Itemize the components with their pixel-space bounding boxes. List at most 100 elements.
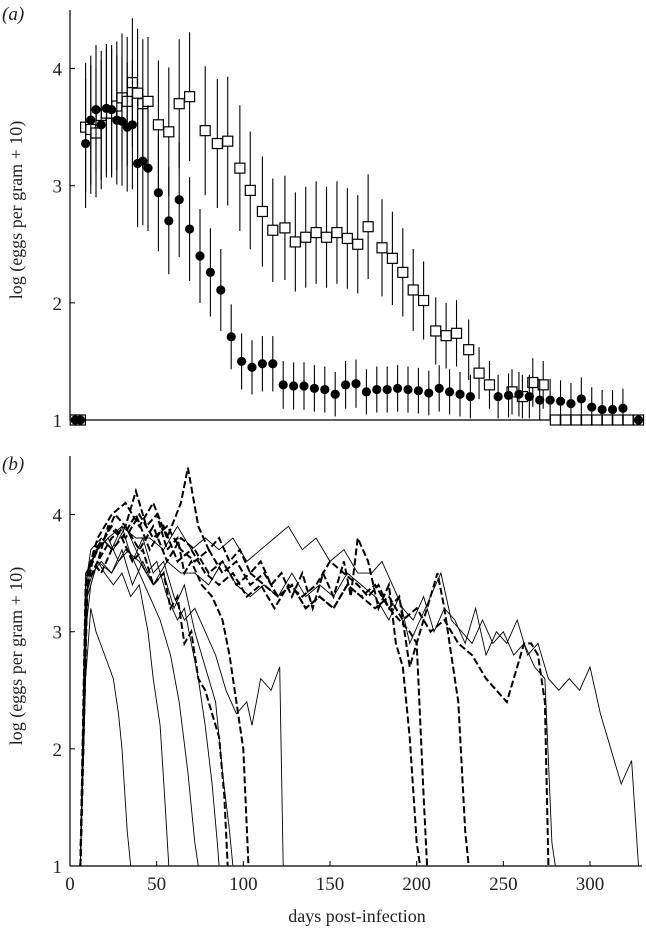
- series-open-squares: [69, 18, 645, 426]
- data-point-circle: [465, 391, 475, 402]
- data-point-square: [580, 414, 593, 426]
- data-point-circle: [127, 120, 137, 130]
- data-point-square: [570, 414, 582, 426]
- data-point-circle: [330, 389, 340, 399]
- data-point-circle: [382, 384, 392, 395]
- data-point-circle: [86, 115, 96, 125]
- data-point-circle: [75, 415, 85, 425]
- data-point-circle: [91, 104, 101, 115]
- y-tick-label: 3: [53, 623, 63, 644]
- data-point-circle: [257, 359, 267, 369]
- y-tick-label: 1: [53, 411, 63, 432]
- series-filled-circles: [70, 43, 644, 425]
- data-point-square: [279, 222, 291, 234]
- data-point-square: [450, 327, 463, 339]
- data-point-circle: [226, 332, 236, 342]
- data-point-circle: [278, 380, 288, 390]
- y-tick-label: 4: [53, 60, 63, 81]
- data-point-square: [430, 325, 442, 337]
- data-point-circle: [403, 384, 413, 395]
- data-point-square: [362, 221, 374, 233]
- y-tick-label: 1: [53, 857, 63, 878]
- data-point-circle: [247, 362, 257, 372]
- x-tick-label: 0: [65, 874, 75, 895]
- data-point-circle: [424, 388, 434, 398]
- series-line-9: [79, 536, 229, 867]
- data-point-circle: [351, 379, 361, 389]
- data-point-circle: [455, 389, 465, 399]
- data-point-circle: [555, 396, 566, 406]
- data-point-circle: [138, 156, 148, 166]
- data-point-circle: [96, 120, 106, 130]
- data-point-square: [418, 294, 430, 307]
- data-point-circle: [597, 404, 607, 415]
- data-point-circle: [341, 380, 351, 390]
- data-point-circle: [361, 387, 371, 397]
- series-line-12: [79, 512, 429, 867]
- data-point-circle: [216, 285, 226, 295]
- data-point-square: [184, 91, 196, 103]
- data-point-square: [310, 226, 322, 239]
- data-point-circle: [309, 383, 319, 393]
- series-line-7: [79, 525, 639, 867]
- data-point-square: [386, 252, 398, 264]
- data-point-circle: [372, 384, 382, 395]
- data-point-circle: [618, 403, 628, 413]
- data-point-square: [612, 414, 624, 426]
- data-point-circle: [185, 224, 195, 234]
- data-point-circle: [107, 104, 117, 115]
- data-point-square: [397, 266, 409, 278]
- x-tick-label: 300: [576, 874, 605, 895]
- data-point-circle: [143, 163, 153, 173]
- data-point-square: [560, 414, 572, 426]
- data-point-square: [267, 224, 279, 236]
- data-point-circle: [587, 402, 597, 412]
- x-tick-label: 100: [229, 874, 258, 895]
- series-line-8: [79, 549, 556, 867]
- data-point-square: [173, 98, 185, 110]
- series-line-2: [79, 560, 170, 867]
- data-point-square: [142, 95, 154, 107]
- x-tick-label: 200: [402, 874, 431, 895]
- data-point-circle: [524, 391, 534, 402]
- data-point-circle: [514, 389, 524, 399]
- data-point-circle: [195, 251, 205, 261]
- data-point-square: [463, 344, 475, 356]
- data-point-square: [331, 226, 343, 239]
- data-point-square: [440, 330, 452, 342]
- data-point-square: [549, 414, 561, 426]
- data-point-circle: [237, 356, 247, 367]
- data-point-circle: [434, 383, 444, 393]
- data-point-square: [320, 231, 333, 243]
- series-line-6: [79, 525, 284, 867]
- data-point-square: [163, 126, 175, 138]
- data-point-circle: [493, 391, 503, 402]
- data-point-circle: [81, 138, 91, 149]
- y-tick-label: 4: [53, 506, 63, 527]
- series-line-4: [79, 525, 220, 867]
- y-tick-label: 2: [53, 740, 63, 761]
- data-point-circle: [320, 384, 330, 395]
- panel-b: (b) log (eggs per gram + 10) days post-i…: [2, 454, 642, 926]
- data-point-square: [289, 236, 301, 248]
- data-point-circle: [299, 381, 309, 391]
- panel-a-label: (a): [2, 4, 24, 25]
- data-point-square: [199, 125, 211, 137]
- series-line-11: [79, 467, 422, 867]
- series-line-13: [79, 512, 470, 867]
- y-tick-label: 3: [53, 177, 63, 198]
- data-point-circle: [545, 395, 555, 405]
- panel-a: (a) log (eggs per gram + 10) 1 2 3 4: [2, 4, 645, 432]
- data-point-square: [407, 284, 419, 296]
- data-point-circle: [576, 394, 586, 404]
- x-tick-label: 150: [316, 874, 345, 895]
- data-point-square: [132, 87, 144, 99]
- x-tick-label: 250: [489, 874, 518, 895]
- data-point-circle: [607, 404, 618, 415]
- data-point-square: [244, 184, 256, 196]
- data-point-square: [622, 414, 634, 426]
- panel-a-y-axis-label: log (eggs per gram + 10): [6, 121, 27, 300]
- data-point-square: [256, 205, 268, 218]
- data-point-square: [473, 367, 485, 379]
